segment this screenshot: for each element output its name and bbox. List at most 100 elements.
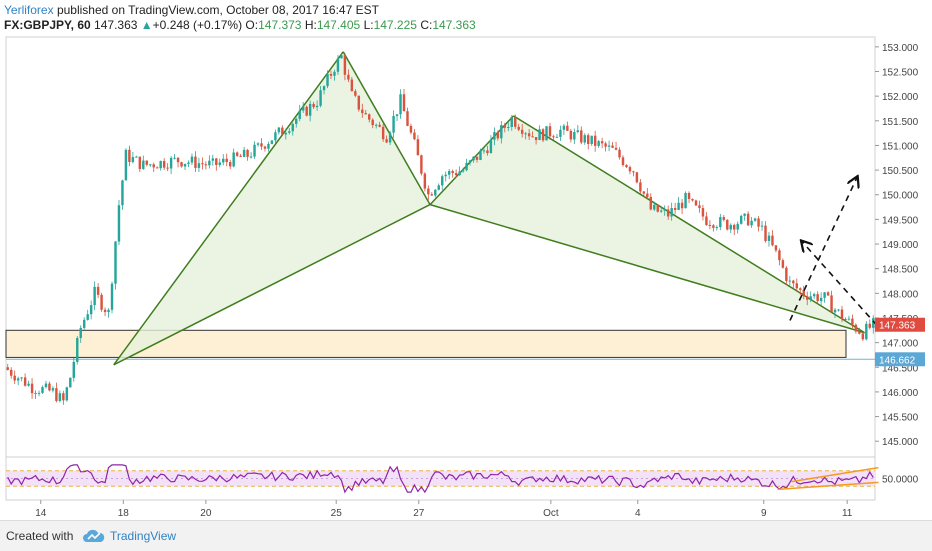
tradingview-brand[interactable]: TradingView bbox=[110, 529, 177, 543]
price-chart[interactable]: 145.000145.500146.000146.500147.000147.5… bbox=[0, 0, 932, 520]
candle-body bbox=[660, 210, 663, 212]
candle-body bbox=[385, 139, 388, 143]
candle-body bbox=[830, 295, 833, 313]
candle-body bbox=[145, 160, 148, 165]
candle-body bbox=[639, 182, 642, 192]
candle-body bbox=[295, 118, 298, 124]
candle-body bbox=[583, 135, 586, 143]
candle-body bbox=[847, 318, 851, 320]
candle-body bbox=[406, 111, 409, 126]
candle-body bbox=[774, 245, 778, 251]
candle-body bbox=[691, 199, 694, 201]
candle-body bbox=[614, 147, 618, 150]
candle-body bbox=[858, 331, 861, 334]
candle-body bbox=[117, 205, 121, 242]
candle-body bbox=[607, 145, 611, 147]
candle-body bbox=[799, 288, 802, 290]
x-tick-label: 14 bbox=[35, 508, 47, 519]
candle-body bbox=[246, 149, 249, 157]
candle-body bbox=[548, 126, 552, 137]
candle-body bbox=[618, 149, 621, 158]
low-value: 147.225 bbox=[373, 18, 417, 32]
candle-body bbox=[635, 172, 639, 183]
candle-body bbox=[872, 318, 875, 328]
candle-body bbox=[86, 314, 89, 320]
author-link[interactable]: Yerliforex bbox=[4, 3, 54, 17]
change-value: +0.248 (+0.17%) bbox=[152, 18, 243, 32]
candle-body bbox=[646, 193, 649, 197]
candle-body bbox=[444, 174, 447, 177]
candle-body bbox=[541, 129, 545, 141]
candle-body bbox=[600, 141, 604, 144]
candle-body bbox=[65, 387, 69, 401]
candle-body bbox=[48, 383, 51, 391]
symbol-label[interactable]: FX:GBPJPY, 60 bbox=[4, 18, 91, 32]
candle-body bbox=[555, 136, 559, 138]
candle-body bbox=[16, 378, 20, 381]
low-label: L: bbox=[363, 18, 374, 32]
candle-body bbox=[566, 125, 569, 131]
candle-body bbox=[534, 137, 538, 141]
candle-body bbox=[72, 361, 75, 378]
rsi-trendline-upper bbox=[791, 466, 879, 483]
candle-body bbox=[44, 383, 48, 388]
rsi-line bbox=[7, 464, 874, 494]
candle-body bbox=[232, 152, 235, 167]
y-tick-label: 153.000 bbox=[882, 43, 919, 54]
candle-body bbox=[816, 294, 819, 302]
x-tick-label: 20 bbox=[200, 508, 212, 519]
open-value: 147.373 bbox=[258, 18, 302, 32]
candle-body bbox=[395, 114, 399, 116]
ohlc-legend: FX:GBPJPY, 60 147.363 ▲+0.248 (+0.17%) O… bbox=[4, 18, 476, 32]
candle-body bbox=[9, 369, 13, 376]
candle-body bbox=[493, 132, 496, 140]
candle-body bbox=[837, 309, 840, 311]
candle-body bbox=[621, 157, 625, 166]
rsi-trendline-lower bbox=[777, 481, 879, 491]
candle-body bbox=[698, 205, 701, 209]
candle-body bbox=[503, 125, 507, 128]
candle-body bbox=[340, 55, 343, 59]
candle-body bbox=[663, 209, 666, 211]
candle-body bbox=[263, 146, 267, 149]
candle-body bbox=[169, 157, 173, 169]
tradingview-cloud-icon[interactable] bbox=[82, 528, 106, 544]
y-tick-label: 146.500 bbox=[882, 363, 919, 374]
candle-body bbox=[795, 283, 799, 289]
candle-body bbox=[322, 86, 326, 91]
candle-body bbox=[510, 117, 513, 127]
candle-body bbox=[274, 132, 277, 141]
candle-body bbox=[329, 74, 333, 76]
candle-body bbox=[110, 283, 114, 310]
candle-body bbox=[253, 144, 256, 157]
y-tick-label: 147.000 bbox=[882, 339, 919, 350]
candle-body bbox=[468, 160, 472, 163]
candle-body bbox=[562, 125, 566, 130]
pattern-leg bbox=[342, 51, 431, 205]
y-tick-label: 145.000 bbox=[882, 437, 919, 448]
pattern-leg bbox=[113, 51, 344, 366]
candle-body bbox=[531, 136, 534, 138]
candle-body bbox=[465, 162, 468, 171]
candle-body bbox=[402, 94, 406, 112]
candle-body bbox=[437, 185, 440, 190]
candle-body bbox=[736, 223, 739, 230]
rsi-band bbox=[6, 470, 875, 487]
y-tick-label: 152.000 bbox=[882, 92, 919, 103]
candle-body bbox=[489, 139, 493, 154]
projection-arrow-2 bbox=[789, 177, 857, 321]
y-tick-label: 148.500 bbox=[882, 265, 919, 276]
candle-body bbox=[434, 189, 437, 196]
candle-body bbox=[760, 225, 764, 227]
candle-body bbox=[93, 286, 96, 306]
candle-body bbox=[260, 143, 263, 147]
x-tick-label: 27 bbox=[413, 508, 425, 519]
candle-body bbox=[211, 158, 215, 161]
candle-body bbox=[420, 155, 423, 174]
candle-body bbox=[861, 333, 865, 340]
candle-body bbox=[357, 95, 361, 110]
candle-body bbox=[308, 103, 312, 116]
candle-body bbox=[103, 309, 107, 313]
candle-body bbox=[865, 323, 868, 340]
price-badge bbox=[875, 317, 925, 332]
